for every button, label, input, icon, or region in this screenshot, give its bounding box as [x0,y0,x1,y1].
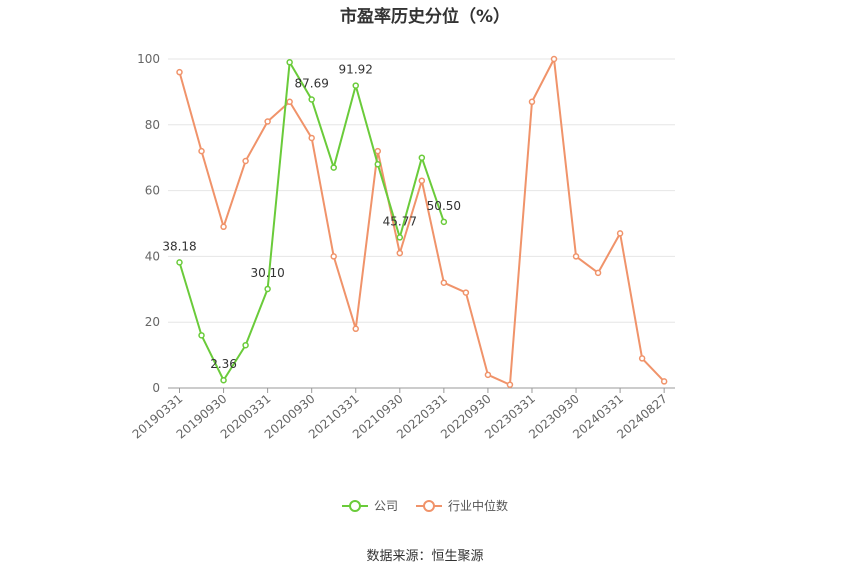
data-point [594,269,602,277]
data-label: 38.18 [162,239,196,253]
y-tick-label: 60 [145,184,160,198]
data-point [330,253,337,260]
data-point [176,68,183,76]
data-point [176,259,183,266]
data-point [374,147,382,155]
legend-swatch [341,499,368,512]
legend: 公司 行业中位数 [0,497,850,514]
y-tick-label: 100 [137,52,160,66]
data-label: 50.50 [427,199,461,213]
data-point [572,253,580,260]
data-label: 30.10 [250,266,284,280]
y-tick-label: 0 [152,381,160,395]
data-point [440,218,448,226]
y-tick-label: 20 [145,315,160,329]
data-point [418,154,426,161]
data-source-text: 数据来源：恒生聚源 [366,549,484,564]
chart-title: 市盈率历史分位（%） [339,7,511,27]
data-point [396,249,404,257]
data-point [264,118,271,125]
data-point [220,376,227,384]
data-point [308,134,315,142]
data-point [242,341,249,349]
legend-item[interactable]: 公司 [341,497,398,514]
data-point [352,82,359,89]
data-point [264,285,271,293]
data-point [616,230,624,237]
data-point [462,289,470,296]
data-point [440,279,448,286]
data-point [198,147,205,155]
data-point [660,378,668,385]
y-tick-label: 40 [145,249,160,263]
data-point [198,332,205,339]
data-label: 45.77 [383,214,417,228]
data-point [330,164,337,171]
y-tick-label: 80 [145,118,160,132]
data-point [484,371,492,379]
data-point [286,98,293,106]
data-label: 87.69 [295,76,329,90]
data-point [506,381,514,388]
legend-label: 公司 [373,499,398,513]
data-point [528,98,536,106]
series-line [178,58,665,386]
legend-item[interactable]: 行业中位数 [416,497,508,514]
data-point [374,161,382,168]
data-label: 2.36 [210,357,237,371]
data-point [638,355,646,362]
data-label: 91.92 [339,63,373,77]
data-point [352,325,359,333]
data-point [418,177,426,184]
data-point [286,59,293,66]
data-point [396,234,404,241]
data-point [550,55,558,63]
data-point [308,96,315,103]
data-point [242,157,249,165]
legend-label: 行业中位数 [448,499,509,513]
legend-swatch [416,499,442,512]
data-point [220,223,227,231]
